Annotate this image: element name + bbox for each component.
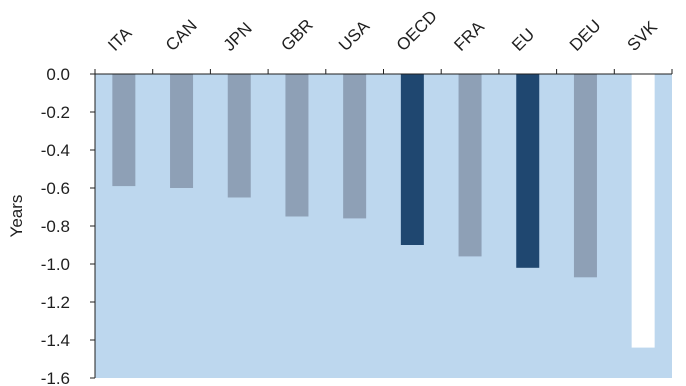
bars-layer [112,74,655,348]
bar-can [170,74,194,188]
x-category-label-deu: DEU [566,16,605,55]
y-tick-label: -0.2 [41,103,70,122]
x-category-label-eu: EU [508,25,538,55]
y-tick-label: -1.4 [41,331,70,350]
bar-jpn [227,74,251,198]
y-ticks-layer: 0.0 -0.2 -0.4 -0.6 -0.8 -1.0 -1.2 -1.4 -1.6 [41,65,95,386]
bar-svk [631,74,655,348]
y-tick-label: 0.0 [46,65,70,84]
x-category-label-oecd: OECD [393,7,441,55]
bar-oecd [400,74,424,245]
x-labels-layer: ITA CAN JPN GBR USA OECD FRA EU DEU SVK [94,7,673,74]
bar-usa [343,74,367,219]
bar-ita [112,74,136,187]
x-category-label-usa: USA [335,16,374,55]
x-category-label-svk: SVK [624,17,662,55]
y-tick-label: -0.4 [41,141,70,160]
y-tick-label: -0.6 [41,179,70,198]
bar-eu [516,74,540,268]
y-tick-label: -1.2 [41,293,70,312]
x-category-label-ita: ITA [104,23,136,55]
x-category-label-can: CAN [162,16,201,55]
y-tick-label: -1.0 [41,255,70,274]
bar-gbr [285,74,309,217]
y-axis-title: Years [7,195,26,238]
x-category-label-gbr: GBR [277,15,316,54]
bar-fra [458,74,482,257]
y-tick-label: -0.8 [41,217,70,236]
x-category-label-fra: FRA [450,17,488,55]
bar-deu [573,74,597,278]
y-tick-label: -1.6 [41,369,70,386]
x-category-label-jpn: JPN [220,19,256,55]
